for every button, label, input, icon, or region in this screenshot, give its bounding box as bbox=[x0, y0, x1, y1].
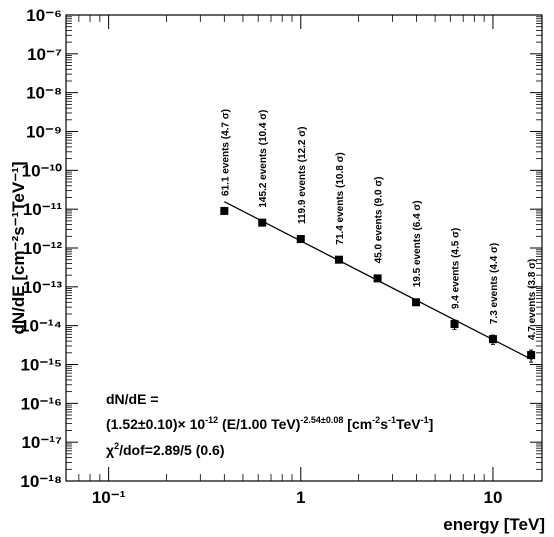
data-point bbox=[373, 274, 382, 283]
data-point bbox=[450, 320, 459, 329]
y-tick-label: 10⁻¹⁰ bbox=[22, 161, 63, 180]
data-point bbox=[527, 351, 536, 360]
fit-unit-cm: [cm bbox=[343, 416, 372, 432]
fit-unit-close: ] bbox=[429, 416, 434, 432]
x-axis-tick-labels: 10⁻¹ 1 10 bbox=[92, 488, 503, 507]
y-tick-label: 10⁻¹⁷ bbox=[21, 433, 62, 452]
plot-frame bbox=[65, 14, 543, 482]
x-axis-ticks bbox=[65, 15, 494, 481]
data-point bbox=[296, 235, 305, 244]
y-tick-label: 10⁻⁷ bbox=[27, 45, 62, 64]
data-point bbox=[220, 206, 229, 215]
data-point bbox=[258, 218, 267, 227]
fit-energy: (E/1.00 TeV) bbox=[218, 416, 300, 432]
fit-line-1: dN/dE = bbox=[106, 391, 159, 407]
y-tick-label: 10⁻¹⁸ bbox=[20, 472, 62, 491]
y-axis-tick-labels: 10⁻¹⁸ 10⁻¹⁷ 10⁻¹⁶ 10⁻¹⁵ 10⁻¹⁴ 10⁻¹³ 10⁻¹² 10⁻¹¹… bbox=[20, 6, 62, 491]
fit-unit-s-exp: -1 bbox=[388, 415, 396, 425]
y-tick-label: 10⁻¹⁶ bbox=[21, 394, 62, 413]
point-label: 4.7 events (3.8 σ) bbox=[527, 259, 538, 340]
fit-unit-cm-exp: -2 bbox=[372, 415, 380, 425]
y-axis-ticks bbox=[66, 14, 542, 482]
y-tick-label: 10⁻⁸ bbox=[26, 84, 62, 103]
x-tick-label: 10⁻¹ bbox=[92, 488, 126, 507]
point-label: 71.4 events (10.8 σ) bbox=[335, 152, 346, 244]
fit-line-3: χ2/dof=2.89/5 (0.6) bbox=[106, 441, 225, 458]
fit-unit-tev-exp: -1 bbox=[421, 415, 429, 425]
data-point bbox=[488, 335, 497, 344]
x-axis-title: energy [TeV] bbox=[443, 515, 545, 534]
y-tick-label: 10⁻¹³ bbox=[23, 278, 63, 297]
y-tick-label: 10⁻⁶ bbox=[26, 6, 62, 25]
y-tick-label: 10⁻⁹ bbox=[26, 123, 62, 142]
fit-chi: χ bbox=[106, 442, 114, 458]
data-point bbox=[412, 298, 421, 307]
x-tick-label: 1 bbox=[296, 488, 305, 507]
point-label: 19.5 events (6.4 σ) bbox=[412, 200, 423, 287]
fit-unit-tev: TeV bbox=[396, 416, 421, 432]
y-axis-title: dN/dE [cm⁻²s⁻¹TeV⁻¹] bbox=[9, 162, 28, 335]
point-label: 45.0 events (9.0 σ) bbox=[374, 176, 385, 263]
fit-chi-exp: 2 bbox=[114, 441, 119, 451]
fit-chi-value: /dof=2.89/5 (0.6) bbox=[119, 442, 224, 458]
point-label: 7.3 events (4.4 σ) bbox=[489, 243, 500, 324]
fit-norm-exp: -12 bbox=[205, 415, 218, 425]
fit-unit-s: s bbox=[380, 416, 388, 432]
data-point bbox=[334, 255, 343, 264]
y-axis-title-text: dN/dE [cm⁻²s⁻¹TeV⁻¹] bbox=[9, 162, 28, 335]
y-tick-label: 10⁻¹⁴ bbox=[20, 317, 62, 336]
y-tick-label: 10⁻¹¹ bbox=[23, 200, 63, 219]
y-tick-label: 10⁻¹² bbox=[23, 239, 63, 258]
fit-line-2: (1.52±0.10)× 10-12 (E/1.00 TeV)-2.54±0.0… bbox=[106, 415, 433, 432]
data-points bbox=[220, 206, 536, 363]
fit-result-box: dN/dE = (1.52±0.10)× 10-12 (E/1.00 TeV)-… bbox=[106, 391, 433, 458]
point-label: 119.9 events (12.2 σ) bbox=[297, 127, 308, 224]
point-annotations: 61.1 events (4.7 σ) 145.2 events (10.4 σ)… bbox=[220, 109, 538, 340]
point-label: 9.4 events (4.5 σ) bbox=[451, 228, 462, 309]
point-label: 61.1 events (4.7 σ) bbox=[220, 109, 231, 196]
y-tick-label: 10⁻¹⁵ bbox=[20, 356, 62, 375]
fit-index: -2.54±0.08 bbox=[300, 415, 343, 425]
x-tick-label: 10 bbox=[483, 488, 502, 507]
point-label: 145.2 events (10.4 σ) bbox=[258, 110, 269, 208]
fit-norm: (1.52±0.10)× 10 bbox=[106, 416, 205, 432]
